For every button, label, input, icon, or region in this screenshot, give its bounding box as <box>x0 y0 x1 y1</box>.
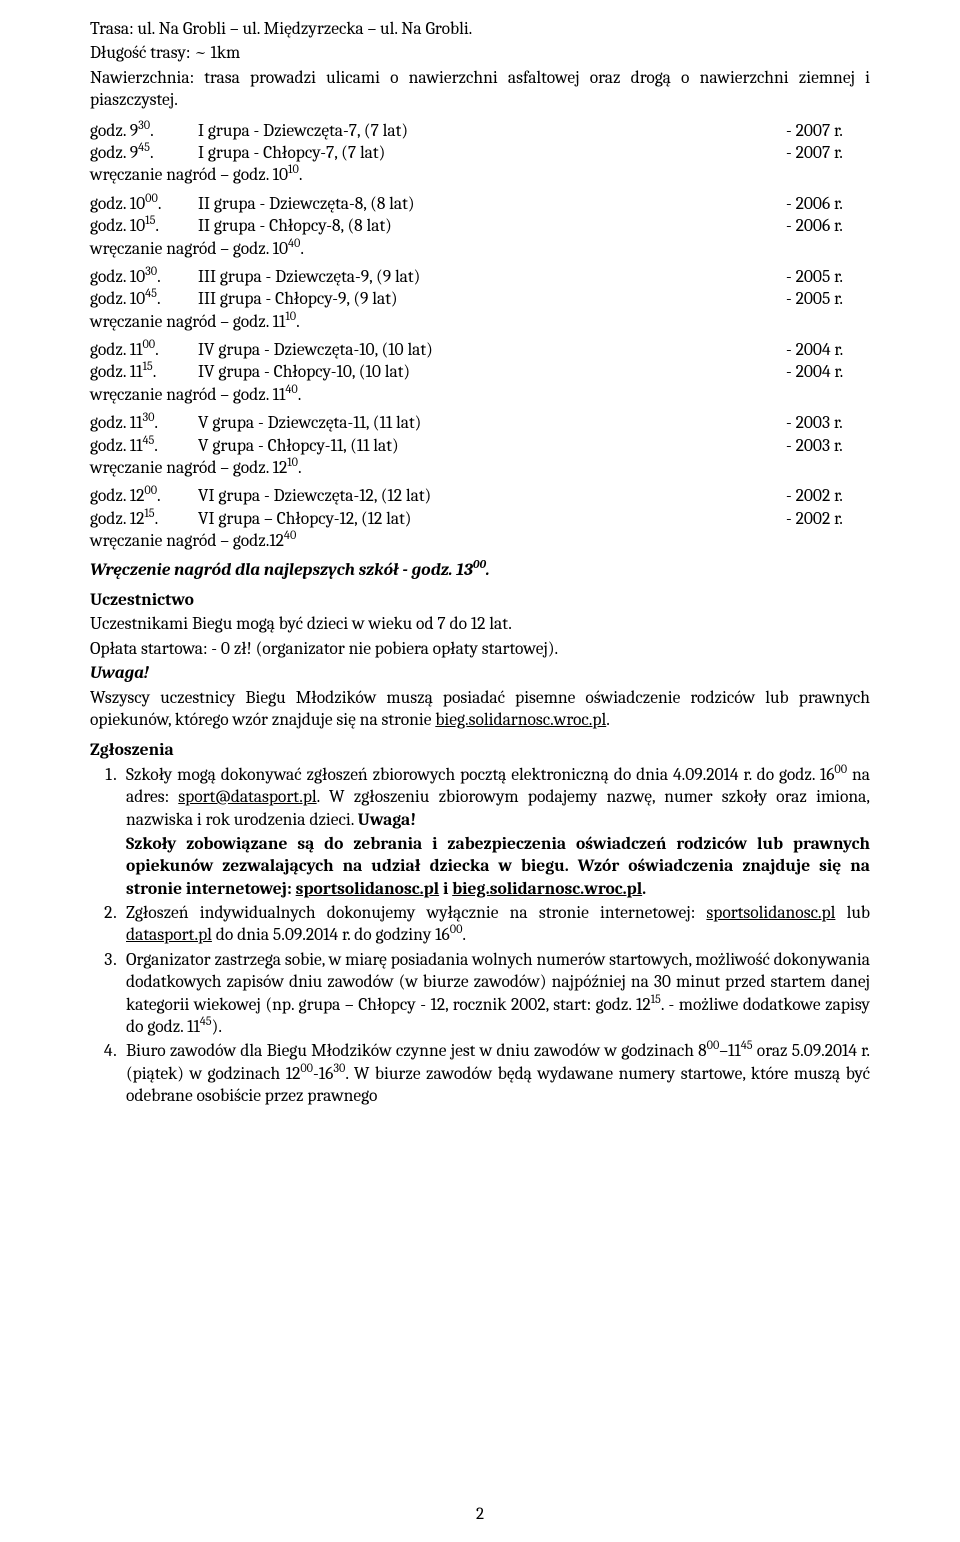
zgl2-text-b: lub <box>835 903 870 923</box>
schedule-group: I grupa - Dziewczęta-7, (7 lat) <box>198 120 786 142</box>
schedule-group: II grupa - Dziewczęta-8, (8 lat) <box>198 193 786 215</box>
schedule-time: godz. 1030. <box>90 266 198 288</box>
uwaga-text-post: . <box>606 710 610 730</box>
schedule-block: godz. 1030.III grupa - Dziewczęta-9, (9 … <box>90 266 870 333</box>
schedule-group: VI grupa – Chłopcy-12, (12 lat) <box>198 508 786 530</box>
schedule-time: godz. 1145. <box>90 435 198 457</box>
schedule-group: V grupa - Chłopcy-11, (11 lat) <box>198 435 786 457</box>
schedule-wreczanie: wręczanie nagród – godz. 1110. <box>90 311 870 333</box>
schedule-line: godz. 1215.VI grupa – Chłopcy-12, (12 la… <box>90 508 870 530</box>
schedule-line: godz. 1015.II grupa - Chłopcy-8, (8 lat)… <box>90 215 870 237</box>
zgl1-uwaga: Uwaga! <box>358 810 416 830</box>
schedule-time: godz. 1015. <box>90 215 198 237</box>
schedule-wreczanie: wręczanie nagród – godz. 1040. <box>90 238 870 260</box>
schedule-group: III grupa - Chłopcy-9, (9 lat) <box>198 288 786 310</box>
wreczenie-szkoly: Wręczenie nagród dla najlepszych szkół -… <box>90 559 870 581</box>
zgl1-link1[interactable]: sportsolidanosc.pl <box>296 879 439 899</box>
schedule-container: godz. 930.I grupa - Dziewczęta-7, (7 lat… <box>90 120 870 553</box>
schedule-block: godz. 1000.II grupa - Dziewczęta-8, (8 l… <box>90 193 870 260</box>
schedule-line: godz. 1030.III grupa - Dziewczęta-9, (9 … <box>90 266 870 288</box>
schedule-wreczanie: wręczanie nagród – godz.1240 <box>90 530 870 552</box>
uwaga-link[interactable]: bieg.solidarnosc.wroc.pl <box>435 710 606 730</box>
schedule-line: godz. 1130.V grupa - Dziewczęta-11, (11 … <box>90 412 870 434</box>
dlugosc-line: Długość trasy: ~ 1km <box>90 42 870 64</box>
schedule-year: - 2004 r. <box>786 339 870 361</box>
schedule-group: II grupa - Chłopcy-8, (8 lat) <box>198 215 786 237</box>
schedule-block: godz. 1130.V grupa - Dziewczęta-11, (11 … <box>90 412 870 479</box>
zgloszenia-item-3: Organizator zastrzega sobie, w miarę pos… <box>120 949 870 1039</box>
zgloszenia-heading: Zgłoszenia <box>90 739 870 761</box>
zgl2-text-a: Zgłoszeń indywidualnych dokonujemy wyłąc… <box>126 903 706 923</box>
schedule-block: godz. 1200.VI grupa - Dziewczęta-12, (12… <box>90 485 870 552</box>
schedule-time: godz. 930. <box>90 120 198 142</box>
schedule-group: I grupa - Chłopcy-7, (7 lat) <box>198 142 786 164</box>
schedule-group: V grupa - Dziewczęta-11, (11 lat) <box>198 412 786 434</box>
zgloszenia-list: Szkoły mogą dokonywać zgłoszeń zbiorowyc… <box>90 764 870 1108</box>
zgl1-link2[interactable]: bieg.solidarnosc.wroc.pl <box>452 879 642 899</box>
uwaga-label: Uwaga! <box>90 662 870 684</box>
schedule-year: - 2004 r. <box>786 361 870 383</box>
schedule-time: godz. 1045. <box>90 288 198 310</box>
schedule-time: godz. 1215. <box>90 508 198 530</box>
zgl2-text-c: do dnia 5.09.2014 r. do godziny 1600. <box>212 925 466 945</box>
uczestnictwo-line1: Uczestnikami Biegu mogą być dzieci w wie… <box>90 613 870 635</box>
schedule-year: - 2002 r. <box>786 485 870 507</box>
schedule-time: godz. 1000. <box>90 193 198 215</box>
schedule-year: - 2007 r. <box>786 142 870 164</box>
nawierzchnia-line: Nawierzchnia: trasa prowadzi ulicami o n… <box>90 67 870 112</box>
schedule-time: godz. 945. <box>90 142 198 164</box>
schedule-year: - 2005 r. <box>786 288 870 310</box>
schedule-block: godz. 1100.IV grupa - Dziewczęta-10, (10… <box>90 339 870 406</box>
uczestnictwo-heading: Uczestnictwo <box>90 589 870 611</box>
schedule-time: godz. 1100. <box>90 339 198 361</box>
schedule-line: godz. 930.I grupa - Dziewczęta-7, (7 lat… <box>90 120 870 142</box>
zgloszenia-item-4: Biuro zawodów dla Biegu Młodzików czynne… <box>120 1040 870 1107</box>
schedule-line: godz. 1000.II grupa - Dziewczęta-8, (8 l… <box>90 193 870 215</box>
schedule-year: - 2005 r. <box>786 266 870 288</box>
schedule-group: IV grupa - Chłopcy-10, (10 lat) <box>198 361 786 383</box>
zgl1-email-link[interactable]: sport@datasport.pl <box>178 787 316 807</box>
schedule-line: godz. 1045.III grupa - Chłopcy-9, (9 lat… <box>90 288 870 310</box>
zgl3-text: Organizator zastrzega sobie, w miarę pos… <box>126 950 870 1037</box>
schedule-line: godz. 1115.IV grupa - Chłopcy-10, (10 la… <box>90 361 870 383</box>
uwaga-text: Wszyscy uczestnicy Biegu Młodzików muszą… <box>90 687 870 732</box>
schedule-group: VI grupa - Dziewczęta-12, (12 lat) <box>198 485 786 507</box>
uczestnictwo-line2: Opłata startowa: - 0 zł! (organizator ni… <box>90 638 870 660</box>
schedule-year: - 2003 r. <box>786 412 870 434</box>
schedule-wreczanie: wręczanie nagród – godz. 1210. <box>90 457 870 479</box>
zgl2-link2[interactable]: datasport.pl <box>126 925 212 945</box>
schedule-year: - 2006 r. <box>786 215 870 237</box>
zgl4-text: Biuro zawodów dla Biegu Młodzików czynne… <box>126 1041 870 1106</box>
trasa-line: Trasa: ul. Na Grobli – ul. Międzyrzecka … <box>90 18 870 40</box>
schedule-line: godz. 1100.IV grupa - Dziewczęta-10, (10… <box>90 339 870 361</box>
zgl1-bold-c: . <box>642 879 646 899</box>
zgl2-link1[interactable]: sportsolidanosc.pl <box>706 903 835 923</box>
schedule-wreczanie: wręczanie nagród – godz. 1010. <box>90 164 870 186</box>
schedule-group: III grupa - Dziewczęta-9, (9 lat) <box>198 266 786 288</box>
document-page: Trasa: ul. Na Grobli – ul. Międzyrzecka … <box>0 0 960 1542</box>
page-number: 2 <box>0 1504 960 1526</box>
zgl1-bold-b: i <box>439 879 452 899</box>
schedule-group: IV grupa - Dziewczęta-10, (10 lat) <box>198 339 786 361</box>
schedule-year: - 2002 r. <box>786 508 870 530</box>
schedule-time: godz. 1200. <box>90 485 198 507</box>
schedule-year: - 2003 r. <box>786 435 870 457</box>
zgloszenia-item-2: Zgłoszeń indywidualnych dokonujemy wyłąc… <box>120 902 870 947</box>
schedule-year: - 2006 r. <box>786 193 870 215</box>
schedule-line: godz. 1200.VI grupa - Dziewczęta-12, (12… <box>90 485 870 507</box>
schedule-time: godz. 1130. <box>90 412 198 434</box>
schedule-wreczanie: wręczanie nagród – godz. 1140. <box>90 384 870 406</box>
schedule-line: godz. 945.I grupa - Chłopcy-7, (7 lat)- … <box>90 142 870 164</box>
schedule-time: godz. 1115. <box>90 361 198 383</box>
schedule-line: godz. 1145.V grupa - Chłopcy-11, (11 lat… <box>90 435 870 457</box>
schedule-year: - 2007 r. <box>786 120 870 142</box>
schedule-block: godz. 930.I grupa - Dziewczęta-7, (7 lat… <box>90 120 870 187</box>
zgloszenia-item-1: Szkoły mogą dokonywać zgłoszeń zbiorowyc… <box>120 764 870 900</box>
